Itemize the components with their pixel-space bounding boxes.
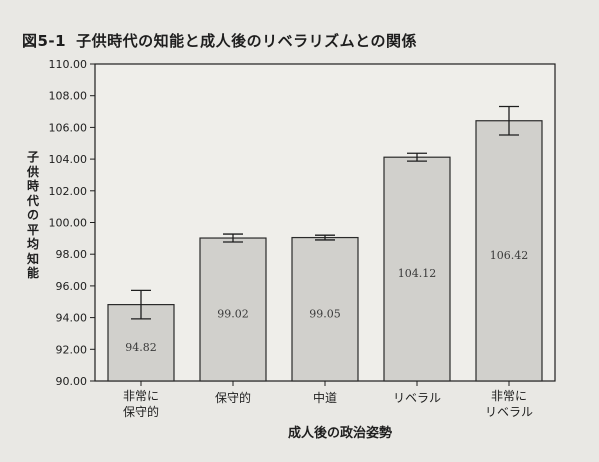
y-tick-label: 96.00 [56, 280, 88, 293]
data-label: 104.12 [398, 267, 437, 280]
y-axis-label: 子供時代の平均知能 [26, 150, 39, 280]
y-tick-label: 102.00 [49, 185, 88, 198]
y-tick-label: 90.00 [56, 375, 88, 388]
y-tick-label: 100.00 [49, 217, 88, 230]
y-tick-label: 98.00 [56, 248, 88, 261]
x-tick-label: 保守的 [123, 404, 159, 419]
y-tick-label: 110.00 [49, 58, 88, 71]
data-label: 106.42 [490, 249, 529, 262]
figure-title-text: 子供時代の知能と成人後のリベラリズムとの関係 [76, 32, 417, 50]
y-tick-label: 104.00 [49, 153, 88, 166]
x-tick-label: リベラル [485, 405, 533, 419]
x-axis-label: 成人後の政治姿勢 [287, 426, 392, 441]
x-tick-label: 非常に [123, 389, 159, 403]
data-label: 94.82 [125, 341, 157, 354]
data-label: 99.02 [217, 308, 249, 321]
chart-title: 図5-1 子供時代の知能と成人後のリベラリズムとの関係 [22, 30, 417, 51]
y-tick-label: 108.00 [49, 90, 88, 103]
y-tick-label: 94.00 [56, 312, 88, 325]
x-tick-label: 中道 [313, 390, 337, 405]
x-tick-label: 保守的 [215, 390, 251, 405]
figure-number: 図5-1 [22, 32, 67, 50]
bar [383, 156, 451, 382]
x-tick-label: 非常に [491, 389, 527, 403]
bar [475, 120, 543, 382]
data-label: 99.05 [309, 307, 341, 320]
y-tick-label: 92.00 [56, 343, 88, 356]
x-tick-label: リベラル [393, 391, 441, 405]
y-tick-label: 106.00 [49, 121, 88, 134]
bar [291, 236, 359, 382]
